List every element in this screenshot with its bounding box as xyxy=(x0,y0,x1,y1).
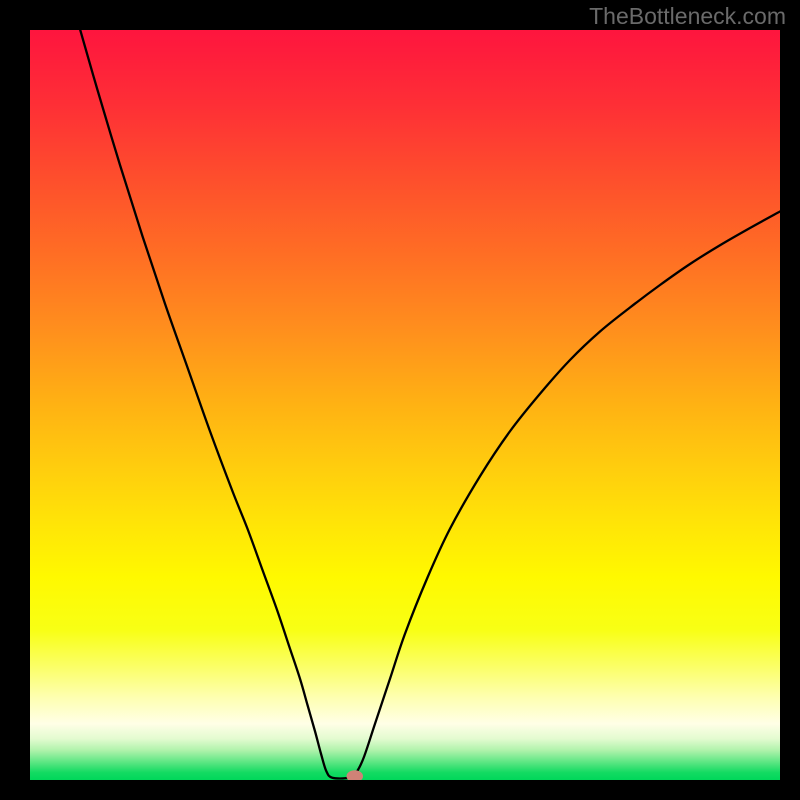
plot-area xyxy=(30,30,780,780)
chart-svg xyxy=(30,30,780,780)
gradient-background xyxy=(30,30,780,780)
chart-frame: TheBottleneck.com xyxy=(0,0,800,800)
watermark-text: TheBottleneck.com xyxy=(589,3,786,30)
